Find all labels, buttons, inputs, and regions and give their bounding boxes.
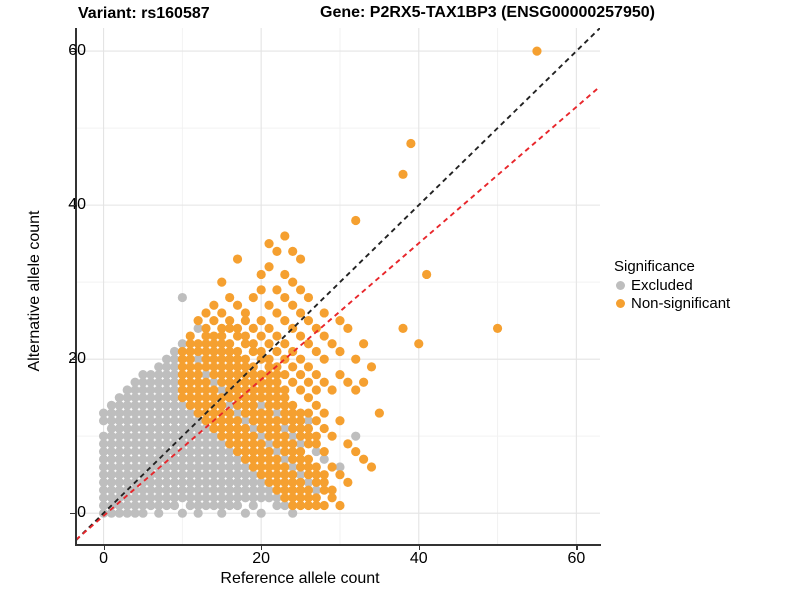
legend-item-excluded[interactable]: Excluded (614, 277, 730, 294)
y-tick-mark (70, 512, 75, 514)
legend-item-non-significant[interactable]: Non-significant (614, 295, 730, 312)
x-tick-label: 40 (409, 550, 428, 567)
legend: Significance Excluded Non-significant (614, 258, 730, 312)
refline-fitted-ratio (76, 85, 600, 541)
x-tick-label: 60 (567, 550, 586, 567)
plot-panel (76, 28, 600, 544)
series-non-significant (177, 46, 542, 511)
legend-items: Excluded Non-significant (614, 277, 730, 312)
x-tick-label: 0 (99, 550, 109, 567)
legend-title: Significance (614, 258, 695, 275)
scatter-canvas (76, 28, 600, 544)
legend-item-label: Excluded (631, 277, 693, 294)
legend-key-dot-icon (616, 299, 625, 308)
x-tick-label: 20 (252, 550, 271, 567)
gene-title: Gene: P2RX5-TAX1BP3 (ENSG00000257950) (320, 4, 655, 21)
legend-item-label: Non-significant (631, 295, 731, 312)
y-tick-label: 40 (68, 196, 86, 214)
x-tick-mark (103, 545, 105, 550)
legend-key-dot-icon (616, 281, 625, 290)
x-axis-title: Reference allele count (220, 570, 380, 587)
x-tick-mark (261, 545, 263, 550)
x-axis-line (75, 544, 601, 546)
y-axis-title: Alternative allele count (26, 210, 43, 372)
x-tick-mark (576, 545, 578, 550)
y-tick-mark (70, 50, 75, 52)
y-tick-mark (70, 204, 75, 206)
variant-title: Variant: rs160587 (78, 5, 210, 22)
x-tick-mark (418, 545, 421, 550)
y-tick-label: 20 (68, 350, 86, 368)
y-axis-line (75, 28, 77, 545)
y-tick-mark (70, 358, 75, 360)
y-tick-label: 0 (77, 504, 86, 522)
y-tick-label: 60 (68, 42, 86, 60)
